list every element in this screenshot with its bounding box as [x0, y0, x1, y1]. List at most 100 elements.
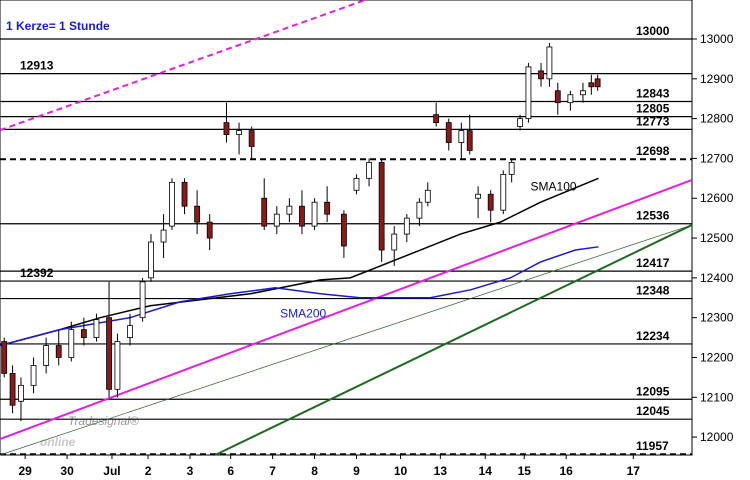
- candle-body: [273, 213, 280, 227]
- candle-body: [554, 90, 561, 104]
- x-tick-label: 29: [18, 464, 32, 478]
- candle-body: [487, 193, 494, 211]
- candle-body: [391, 233, 398, 251]
- x-tick-label: 13: [434, 464, 448, 478]
- candle-body: [181, 181, 188, 207]
- candle-body: [580, 90, 586, 96]
- level-label: 11957: [636, 439, 669, 453]
- candle-body: [525, 66, 532, 120]
- candle-body: [299, 205, 305, 227]
- candle-body: [508, 162, 515, 175]
- candle-body: [114, 341, 121, 390]
- candle-body: [18, 384, 24, 402]
- candle-body: [236, 130, 242, 135]
- x-tick-label: 16: [560, 464, 574, 478]
- candle-body: [567, 94, 574, 104]
- x-tick-label: 10: [394, 464, 408, 478]
- candle-body: [324, 201, 331, 215]
- level-label: 12536: [636, 209, 670, 223]
- candle-body: [475, 193, 482, 199]
- level-label: 12843: [636, 87, 670, 101]
- candle-body: [1, 341, 8, 374]
- candle-body: [546, 46, 553, 80]
- x-tick-label: 14: [479, 464, 493, 478]
- candle-body: [588, 82, 595, 88]
- trendline: [0, 224, 693, 456]
- y-tick-label: 12700: [700, 151, 734, 165]
- x-tick-label: Jul: [103, 464, 120, 478]
- level-label: 12348: [636, 284, 670, 298]
- logo-small: Tradesignal®: [68, 414, 139, 428]
- sma-line: [0, 246, 599, 347]
- level-label: 12698: [636, 144, 670, 158]
- level-label: 12234: [636, 329, 670, 343]
- candle-body: [93, 319, 100, 338]
- candle-body: [80, 329, 87, 338]
- x-tick-label: 17: [627, 464, 641, 478]
- level-label: 12417: [636, 256, 670, 270]
- y-tick-label: 12200: [700, 350, 734, 364]
- y-tick-label: 12400: [700, 271, 734, 285]
- trendline: [0, 178, 693, 441]
- logo-big: online: [40, 435, 76, 449]
- candle-body: [424, 189, 431, 203]
- candle-body: [500, 173, 507, 211]
- candle-body: [378, 162, 385, 251]
- level-label: 12095: [636, 384, 670, 398]
- candle-body: [106, 317, 112, 390]
- y-tick-label: 13000: [700, 32, 734, 46]
- candle-body: [341, 213, 347, 247]
- level-label: 12392: [20, 266, 54, 280]
- x-tick-label: 9: [353, 464, 360, 478]
- candle-body: [517, 118, 523, 127]
- candle-body: [9, 372, 16, 406]
- candle-body: [248, 130, 255, 147]
- candle-body: [353, 177, 360, 191]
- y-tick-label: 12900: [700, 72, 734, 86]
- x-tick-label: 30: [60, 464, 74, 478]
- sma-line: [0, 177, 599, 347]
- level-label: 12773: [636, 114, 670, 128]
- y-tick-label: 12100: [700, 390, 734, 404]
- chart-title: 1 Kerze= 1 Stunde: [6, 19, 110, 33]
- candle-body: [416, 201, 423, 219]
- candle-body: [286, 205, 293, 215]
- x-tick-label: 2: [145, 464, 152, 478]
- candle-body: [223, 122, 230, 135]
- candle-body: [433, 114, 440, 124]
- candle-body: [261, 197, 268, 227]
- trendline: [0, 0, 366, 132]
- y-tick-label: 12600: [700, 191, 734, 205]
- x-tick-label: 7: [269, 464, 276, 478]
- trendline: [214, 224, 693, 456]
- x-tick-label: 3: [187, 464, 194, 478]
- candle-body: [403, 217, 410, 235]
- candle-body: [160, 229, 167, 243]
- candle-body: [68, 329, 75, 358]
- x-tick-label: 6: [227, 464, 234, 478]
- level-label: 12045: [636, 404, 670, 418]
- candle-body: [311, 201, 318, 227]
- candle-body: [30, 365, 37, 386]
- candle-body: [458, 130, 465, 143]
- level-label: 12913: [20, 59, 54, 73]
- y-tick-label: 12800: [700, 112, 734, 126]
- level-label: 12805: [636, 102, 670, 116]
- candle-body: [538, 70, 544, 80]
- candle-body: [366, 162, 372, 179]
- candle-body: [43, 345, 50, 366]
- candle-body: [169, 181, 175, 227]
- x-tick-label: 8: [311, 464, 318, 478]
- candle-body: [206, 221, 213, 239]
- x-tick-label: 15: [518, 464, 532, 478]
- y-tick-label: 12300: [700, 311, 734, 325]
- y-tick-label: 12000: [700, 430, 734, 444]
- level-label: 13000: [636, 24, 670, 38]
- candle-body: [194, 205, 201, 223]
- candle-body: [466, 130, 473, 151]
- annotation: SMA100: [531, 179, 577, 193]
- candle-body: [127, 325, 133, 338]
- candle-body: [139, 281, 146, 319]
